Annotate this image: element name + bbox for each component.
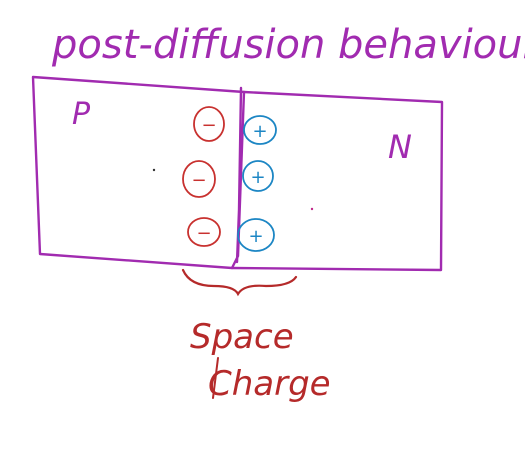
space-charge-label-line2: Charge bbox=[208, 364, 331, 404]
positive-ion-circle bbox=[243, 115, 277, 145]
positive-ion: + bbox=[242, 160, 274, 192]
space-charge-label-line1: Space bbox=[190, 317, 294, 357]
negative-ion-sign: − bbox=[201, 115, 216, 136]
positive-ion-sign: + bbox=[250, 167, 265, 188]
ink-dot bbox=[152, 168, 156, 172]
ink-dot bbox=[310, 207, 314, 211]
negative-ion-circle bbox=[187, 217, 221, 247]
positive-ion-sign: + bbox=[252, 121, 267, 142]
positive-ion-sign: + bbox=[248, 226, 263, 247]
n-region-box bbox=[230, 90, 444, 272]
negative-ion: − bbox=[193, 106, 225, 142]
p-region-box bbox=[31, 75, 246, 270]
negative-ion-sign: − bbox=[196, 223, 211, 244]
positive-ion: + bbox=[237, 218, 275, 252]
negative-ion-circle bbox=[193, 106, 225, 142]
diagram-title: post-diffusion behaviour. bbox=[51, 22, 525, 68]
space-charge-underline-stroke bbox=[212, 357, 219, 399]
positive-ion-circle bbox=[242, 160, 274, 192]
n-region-label: N bbox=[388, 128, 412, 166]
negative-ion-circle bbox=[182, 160, 216, 198]
space-charge-brace bbox=[181, 268, 298, 297]
p-region-label: P bbox=[72, 97, 91, 132]
negative-ion: − bbox=[187, 217, 221, 247]
negative-ion: − bbox=[182, 160, 216, 198]
positive-ion: + bbox=[243, 115, 277, 145]
negative-ion-sign: − bbox=[191, 170, 206, 191]
positive-ion-circle bbox=[237, 218, 275, 252]
